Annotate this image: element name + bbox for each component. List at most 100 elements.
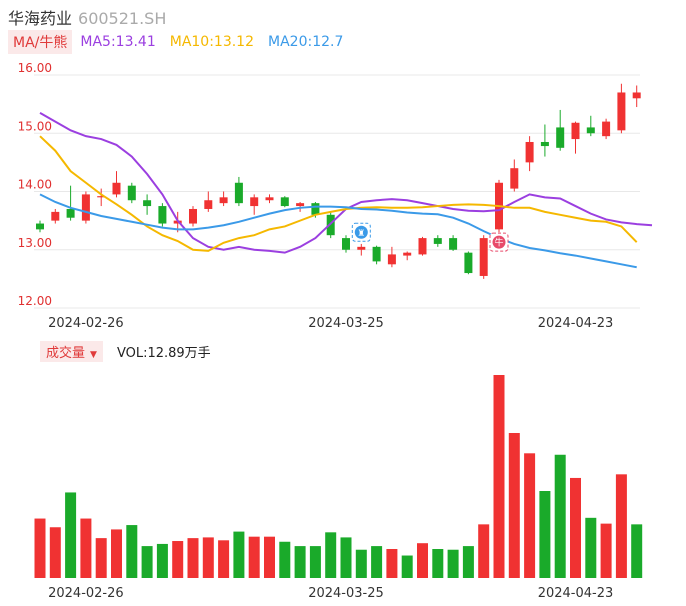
candle (357, 243, 366, 256)
volume-bar (172, 541, 184, 578)
candle-body (127, 185, 136, 201)
candle-body (632, 92, 641, 99)
volume-bar (631, 524, 643, 578)
candle-body (250, 197, 259, 207)
volume-bar (294, 546, 306, 578)
candle-body (97, 196, 106, 198)
bull-icon: 牛 (489, 232, 509, 252)
candle (617, 83, 626, 134)
indicator-selector-button[interactable]: 成交量 ▼ (40, 340, 103, 362)
candle-body (403, 252, 412, 256)
trade-signal-icon: ♜ (351, 222, 371, 242)
candle (433, 235, 442, 247)
candle (143, 194, 152, 215)
signal-icon-badge (354, 225, 368, 239)
candle (525, 136, 534, 172)
ma-selector-button[interactable]: MA/牛熊 (8, 30, 73, 54)
volume-bar (539, 491, 551, 578)
volume-bar (34, 518, 46, 578)
candle-body (571, 122, 580, 140)
candle-body (326, 214, 335, 236)
volume-bar (401, 555, 413, 578)
price-tick-label: 13.00 (18, 236, 52, 250)
price-date-axis: 2024-02-26 2024-03-25 2024-04-23 (48, 316, 613, 331)
signal-icons: ♜牛 (351, 222, 509, 252)
candle (219, 191, 228, 207)
candle-body (433, 238, 442, 244)
volume-bar (279, 541, 291, 578)
candle-body (66, 208, 75, 218)
candle-body (617, 92, 626, 131)
date-tick-label: 2024-02-26 (48, 316, 124, 331)
price-tick-label: 16.00 (18, 61, 52, 75)
candle (112, 171, 121, 198)
volume-bar (264, 536, 275, 578)
price-tick-label: 15.00 (18, 119, 52, 133)
volume-bar (218, 540, 230, 578)
signal-icon-badge (492, 235, 506, 249)
candle (234, 176, 243, 207)
volume-bar (65, 492, 77, 578)
candle (51, 208, 60, 224)
candle (540, 124, 549, 157)
candle-body (540, 141, 549, 147)
candle (464, 251, 473, 275)
candle (372, 245, 381, 265)
candle (449, 235, 458, 251)
volume-bar (570, 477, 581, 578)
volume-bar (49, 527, 61, 578)
candle (342, 235, 350, 253)
candle-body (464, 252, 473, 274)
volume-bar (417, 543, 428, 578)
candle-body (449, 238, 458, 250)
candle-body (51, 211, 60, 221)
candle-body (418, 238, 427, 255)
candle-body (479, 238, 488, 276)
candle (602, 118, 611, 140)
candle-body (265, 197, 274, 201)
candle (189, 206, 197, 227)
candle-body (525, 141, 534, 163)
volume-bar (371, 546, 383, 578)
candle (265, 194, 274, 204)
ma20-label: MA20:12.7 (268, 34, 344, 50)
candle-body (36, 223, 44, 230)
candle (97, 188, 106, 207)
date-tick-label: 2024-03-25 (308, 316, 384, 331)
volume-bar (447, 549, 459, 578)
candle-body (143, 200, 152, 207)
candle (280, 196, 289, 208)
volume-bar (187, 538, 199, 578)
candle-body (81, 194, 90, 221)
stock-header: 华海药业 600521.SH (8, 5, 166, 29)
signal-icon-glyph: 牛 (494, 237, 503, 249)
volume-bar (386, 549, 398, 578)
volume-bar (432, 549, 444, 578)
candle (250, 194, 259, 215)
indicator-legend: 成交量 ▼ VOL:12.89万手 (40, 340, 211, 362)
candle (127, 182, 136, 204)
candle-body (112, 182, 121, 195)
date-tick-label: 2024-03-25 (308, 586, 384, 601)
candle (632, 85, 641, 108)
candle-body (296, 203, 305, 207)
candle (66, 185, 75, 221)
ma10-line (39, 135, 638, 252)
signal-icon-glyph: ♜ (357, 229, 365, 239)
date-tick-label: 2024-02-26 (48, 586, 124, 601)
moving-average-lines (39, 111, 653, 269)
ma-legend: MA/牛熊 MA5:13.41 MA10:13.12 MA20:12.7 (8, 30, 357, 54)
candle-body (342, 238, 350, 250)
price-grid (34, 74, 640, 309)
candle (556, 109, 565, 151)
stock-name: 华海药业 (8, 9, 73, 28)
ma10-label: MA10:13.12 (169, 34, 255, 50)
volume-bar (80, 518, 92, 578)
volume-bar (309, 546, 321, 578)
candle-body (357, 246, 366, 250)
volume-bar (600, 523, 612, 578)
price-tick-label: 14.00 (18, 178, 52, 192)
candle (571, 121, 580, 154)
volume-bar (248, 536, 260, 578)
